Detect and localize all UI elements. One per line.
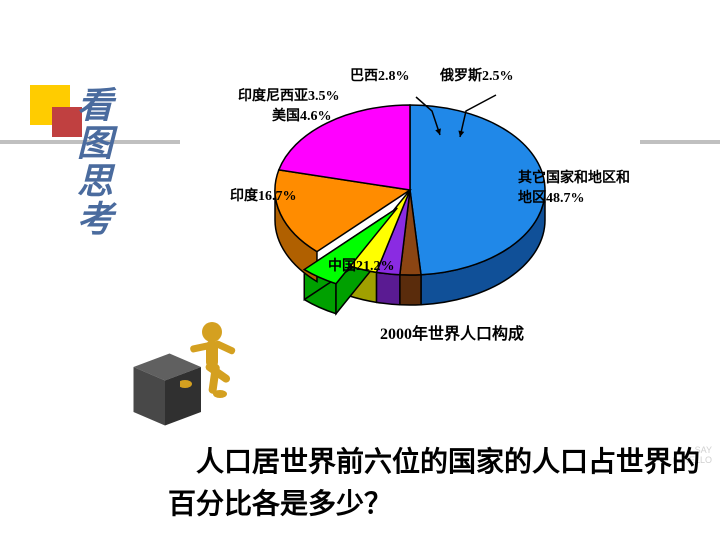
slice-label: 印度16.7% <box>230 185 297 205</box>
slice-label: 印度尼西亚3.5% <box>238 85 340 105</box>
slice-label: 中国21.2% <box>328 255 395 275</box>
person-icon <box>180 320 250 430</box>
slide-title: 看图思考 <box>66 86 118 238</box>
slice-label: 巴西2.8% <box>350 65 410 85</box>
slice-label: 其它国家和地区和地区48.7% <box>518 167 630 207</box>
decorative-figure <box>120 320 240 440</box>
slice-label: 俄罗斯2.5% <box>440 65 514 85</box>
slice-label: 美国4.6% <box>272 105 332 125</box>
pie-chart: 其它国家和地区和地区48.7% 俄罗斯2.5% 巴西2.8% 印度尼西亚3.5%美国4… <box>180 20 640 350</box>
chart-caption: 2000年世界人口构成 <box>380 320 524 344</box>
question-text: 人口居世界前六位的国家的人口占世界的百分比各是多少？ <box>168 442 708 526</box>
